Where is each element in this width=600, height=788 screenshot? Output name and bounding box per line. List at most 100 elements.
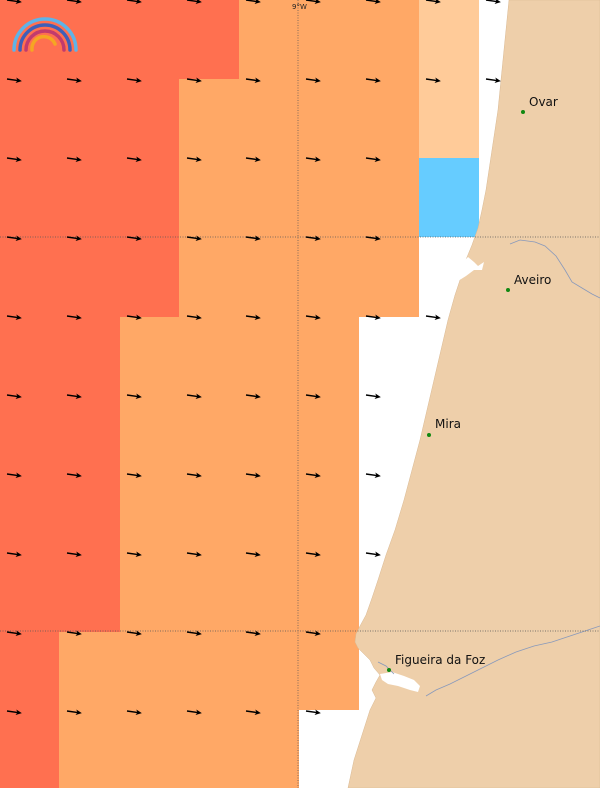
wind-arrow-icon	[485, 77, 501, 84]
wind-arrow-icon	[305, 551, 321, 558]
place-figueira-da-foz: Figueira da Foz	[387, 653, 485, 672]
wind-arrow-icon	[365, 77, 381, 84]
wind-arrow-icon	[6, 551, 22, 558]
wind-arrow-icon	[245, 551, 261, 558]
wind-arrow-icon	[485, 0, 501, 5]
wind-arrow-icon	[66, 0, 82, 5]
wind-arrow-icon	[186, 314, 202, 321]
wind-arrow-icon	[245, 77, 261, 84]
wind-arrow-icon	[186, 77, 202, 84]
wind-arrow-icon	[245, 472, 261, 479]
wind-arrow-icon	[365, 0, 381, 5]
wind-arrow-icon	[6, 709, 22, 716]
wind-arrow-icon	[365, 314, 381, 321]
wind-arrow-icon	[186, 551, 202, 558]
cell-dark	[0, 317, 120, 632]
wind-arrow-icon	[6, 472, 22, 479]
wind-arrow-icon	[245, 314, 261, 321]
wind-arrow-icon	[66, 77, 82, 84]
cell-blue	[419, 158, 479, 237]
wind-arrow-icon	[66, 630, 82, 637]
wind-arrow-icon	[186, 235, 202, 242]
wind-arrow-icon	[245, 393, 261, 400]
wind-arrow-icon	[365, 472, 381, 479]
rainbow-logo-icon	[12, 17, 78, 52]
cell-dark	[0, 632, 59, 788]
wind-arrow-icon	[6, 314, 22, 321]
wind-arrow-icon	[186, 472, 202, 479]
wind-arrow-icon	[6, 235, 22, 242]
wind-arrow-icon	[6, 156, 22, 163]
wind-arrow-icon	[425, 314, 441, 321]
wind-arrow-icon	[245, 235, 261, 242]
wind-arrow-icon	[305, 472, 321, 479]
wind-arrow-icon	[126, 709, 142, 716]
cell-dark	[0, 79, 179, 317]
wind-arrow-icon	[186, 393, 202, 400]
wind-arrow-icon	[365, 393, 381, 400]
forecast-cells	[0, 0, 479, 788]
land	[347, 0, 600, 788]
wind-arrow-icon	[245, 630, 261, 637]
cell-mid	[179, 79, 419, 317]
wind-arrow-icon	[425, 77, 441, 84]
wind-arrow-icon	[245, 709, 261, 716]
wind-arrow-icon	[305, 156, 321, 163]
wind-arrow-icon	[126, 551, 142, 558]
place-mira: Mira	[427, 417, 461, 437]
wind-arrow-icon	[305, 314, 321, 321]
wind-arrow-icon	[6, 393, 22, 400]
river-vouga	[509, 239, 600, 299]
wind-arrow-icon	[66, 314, 82, 321]
cell-dark	[0, 0, 239, 79]
wind-arrow-icon	[126, 472, 142, 479]
wind-arrow-icon	[6, 630, 22, 637]
wind-arrow-icon	[305, 0, 321, 5]
wind-arrow-icon	[305, 393, 321, 400]
wind-arrow-icon	[186, 0, 202, 5]
wind-arrow-icon	[365, 235, 381, 242]
wind-arrow-icon	[66, 472, 82, 479]
place-label-mira: Mira	[435, 417, 461, 431]
wind-arrow-icon	[305, 709, 321, 716]
place-label-ovar: Ovar	[529, 95, 558, 109]
estuary	[380, 672, 420, 692]
wind-arrow-icon	[6, 77, 22, 84]
wind-arrow-icon	[126, 77, 142, 84]
meridian-label: 9°W	[292, 3, 307, 11]
places: Ovar Aveiro Mira Figueira da Foz	[387, 95, 558, 672]
wind-arrow-icon	[126, 314, 142, 321]
city-marker	[427, 433, 431, 437]
cell-mid	[59, 632, 359, 710]
city-marker	[506, 288, 510, 292]
river-small	[377, 661, 395, 675]
place-label-aveiro: Aveiro	[514, 273, 551, 287]
wind-arrow-icon	[186, 709, 202, 716]
cell-mid	[120, 317, 359, 632]
wind-arrow-icon	[66, 551, 82, 558]
wind-arrow-icon	[66, 393, 82, 400]
wind-arrow-icon	[245, 156, 261, 163]
wind-arrow-icon	[186, 630, 202, 637]
place-ovar: Ovar	[521, 95, 558, 114]
wind-arrow-icon	[365, 156, 381, 163]
cell-mid	[59, 710, 299, 788]
place-label-figueira: Figueira da Foz	[395, 653, 485, 667]
wind-arrow-icon	[425, 0, 441, 5]
rivers	[377, 239, 600, 697]
wind-arrow-icon	[66, 156, 82, 163]
coastline-land	[347, 0, 600, 788]
wind-arrow-icon	[66, 235, 82, 242]
wind-arrow-icon	[126, 156, 142, 163]
wind-arrow-icon	[126, 235, 142, 242]
wind-arrow-icon	[305, 630, 321, 637]
place-aveiro: Aveiro	[506, 273, 551, 292]
wind-arrow-icon	[305, 235, 321, 242]
river-mondego	[425, 625, 600, 697]
wind-arrow-icon	[245, 0, 261, 5]
city-marker	[387, 668, 391, 672]
wind-arrow-icon	[365, 551, 381, 558]
lagoon	[452, 257, 484, 281]
